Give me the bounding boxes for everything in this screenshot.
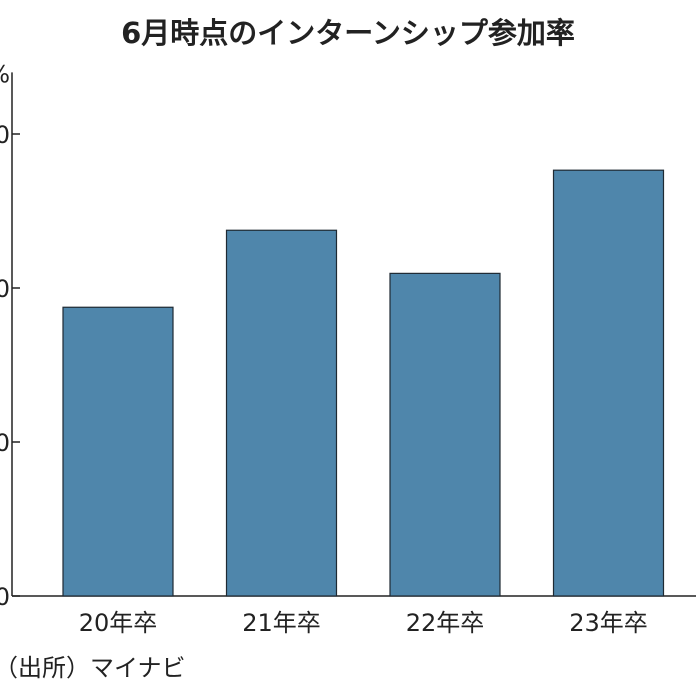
x-tick-label: 20年卒	[79, 609, 158, 637]
x-tick-label: 22年卒	[406, 609, 485, 637]
y-axis-unit-label: %	[0, 60, 10, 88]
bar-21年卒	[225, 229, 338, 597]
x-tick-label: 21年卒	[242, 609, 321, 637]
y-tick-label: 40	[0, 275, 10, 303]
source-note: （出所）マイナビ	[0, 654, 186, 682]
y-tick-label: 60	[0, 121, 10, 149]
bar-23年卒	[552, 169, 665, 597]
x-tick-label: 23年卒	[569, 609, 648, 637]
y-tick-label: 0	[0, 583, 10, 611]
chart-title: 6月時点のインターンシップ参加率	[121, 16, 575, 50]
bar-20年卒	[62, 306, 174, 597]
y-tick-label: 20	[0, 429, 10, 457]
bar-22年卒	[389, 272, 501, 597]
